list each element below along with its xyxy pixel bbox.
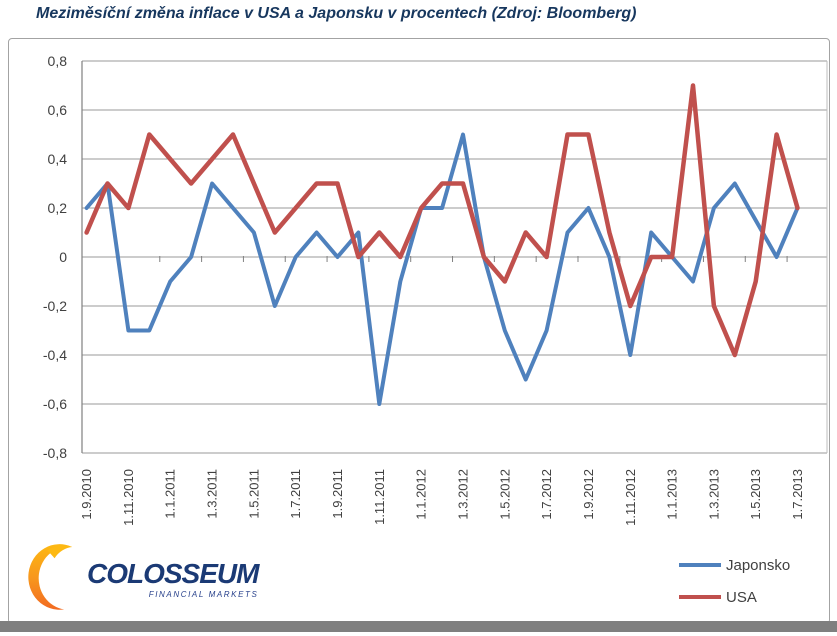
svg-text:1.11.2012: 1.11.2012 <box>623 469 638 526</box>
legend-item-usa: USA <box>679 587 790 607</box>
chart-plot-svg: 0,8 0,6 0,4 0,2 0 -0,2 -0,4 -0,6 -0,8 1.9.2010 1.1… <box>43 53 828 526</box>
logo-tagline: FINANCIAL MARKETS <box>148 589 259 599</box>
usa-line-swatch <box>679 595 721 599</box>
svg-text:0,4: 0,4 <box>48 151 68 167</box>
svg-text:1.7.2012: 1.7.2012 <box>539 469 554 520</box>
svg-text:-0,4: -0,4 <box>43 347 67 363</box>
svg-text:1.9.2011: 1.9.2011 <box>330 469 345 519</box>
svg-text:1.9.2010: 1.9.2010 <box>79 469 94 520</box>
svg-text:1.1.2012: 1.1.2012 <box>414 469 429 520</box>
svg-text:-0,8: -0,8 <box>43 445 67 461</box>
svg-text:0,6: 0,6 <box>48 102 68 118</box>
page-title: Meziměsíční změna inflace v USA a Japons… <box>36 5 637 22</box>
svg-text:1.1.2011: 1.1.2011 <box>163 469 178 519</box>
legend: Japonsko USA <box>679 555 790 619</box>
svg-text:0: 0 <box>59 249 67 265</box>
logo-swoosh-icon <box>28 544 73 610</box>
svg-text:1.7.2013: 1.7.2013 <box>790 469 805 520</box>
gridlines <box>82 60 827 454</box>
legend-label-usa: USA <box>726 588 757 606</box>
x-axis-labels: 1.9.2010 1.11.2010 1.1.2011 1.3.2011 1.5.201… <box>79 469 805 526</box>
svg-text:1.5.2011: 1.5.2011 <box>246 469 261 519</box>
svg-text:1.3.2012: 1.3.2012 <box>455 469 470 520</box>
svg-text:1.5.2013: 1.5.2013 <box>748 469 763 520</box>
svg-text:1.9.2012: 1.9.2012 <box>581 469 596 520</box>
logo-wordmark: COLOSSEUM <box>87 557 259 589</box>
window-bottom-strip <box>0 621 837 632</box>
svg-text:-0,6: -0,6 <box>43 396 67 412</box>
japonsko-line-swatch <box>679 563 721 567</box>
series-line-usa <box>84 83 800 358</box>
y-axis-labels: 0,8 0,6 0,4 0,2 0 -0,2 -0,4 -0,6 -0,8 <box>43 53 67 461</box>
svg-text:1.11.2011: 1.11.2011 <box>372 469 387 525</box>
series-line-japonsko <box>84 132 800 406</box>
svg-text:1.5.2012: 1.5.2012 <box>497 469 512 520</box>
legend-item-japonsko: Japonsko <box>679 555 790 575</box>
colosseum-logo: COLOSSEUM FINANCIAL MARKETS <box>15 539 259 619</box>
legend-label-japonsko: Japonsko <box>726 556 791 574</box>
svg-text:-0,2: -0,2 <box>43 298 67 314</box>
svg-text:0,2: 0,2 <box>48 200 68 216</box>
svg-text:0,8: 0,8 <box>48 53 68 69</box>
svg-text:1.7.2011: 1.7.2011 <box>288 469 303 519</box>
chart-frame: 0,8 0,6 0,4 0,2 0 -0,2 -0,4 -0,6 -0,8 1.9.2010 1.1… <box>8 38 830 624</box>
svg-text:1.3.2011: 1.3.2011 <box>205 469 220 519</box>
svg-text:1.11.2010: 1.11.2010 <box>121 469 136 526</box>
svg-text:1.1.2013: 1.1.2013 <box>665 469 680 520</box>
svg-text:1.3.2013: 1.3.2013 <box>706 469 721 520</box>
